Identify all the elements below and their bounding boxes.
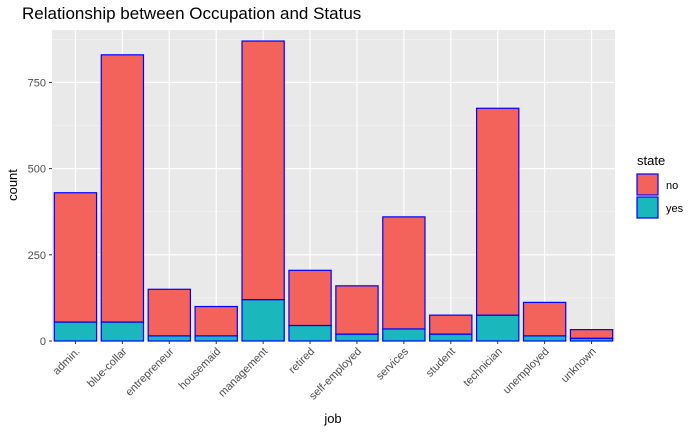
bar-yes-entrepreneur [147, 335, 192, 342]
bar-no-retired [288, 269, 332, 327]
legend-title: state [637, 153, 665, 168]
x-tick-label: unemployed [501, 346, 552, 397]
bar-yes-blue-collar [100, 321, 145, 342]
x-axis-title: job [323, 411, 341, 426]
bar-no-self-employed [335, 285, 379, 335]
bar-no-services [382, 216, 426, 330]
y-tick-label: 500 [28, 164, 46, 176]
x-tick-label: entrepreneur [123, 345, 176, 398]
bar-no-technician [475, 107, 520, 316]
bar-yes-services [382, 328, 426, 342]
bar-yes-management [241, 299, 285, 342]
legend: state no yes [636, 153, 684, 219]
bar-no-admin [53, 192, 98, 323]
legend-label-yes: yes [666, 203, 684, 215]
x-tick-label: management [216, 346, 270, 400]
x-tick-label: admin. [51, 346, 83, 378]
bar-yes-admin [53, 321, 98, 342]
x-tick-label: unknown [559, 346, 599, 386]
x-tick-label: housemaid [177, 346, 224, 393]
bar-yes-self-employed [335, 333, 379, 342]
x-tick-label: services [374, 345, 411, 382]
x-tick-label: student [424, 346, 458, 380]
y-axis-title: count [5, 169, 20, 201]
bar-no-unknown [569, 329, 614, 339]
bar-yes-technician [475, 314, 520, 342]
x-tick-label: technician [461, 346, 505, 390]
bar-no-student [429, 314, 473, 335]
bar-yes-retired [288, 324, 332, 342]
legend-key-yes [636, 196, 659, 219]
x-tick-label: retired [287, 346, 318, 377]
y-tick-label: 0 [40, 336, 46, 348]
bar-yes-student [429, 333, 473, 342]
y-tick-label: 750 [28, 77, 46, 89]
chart-title: Relationship between Occupation and Stat… [22, 4, 362, 23]
bars [53, 40, 614, 342]
bar-no-housemaid [194, 305, 238, 337]
legend-key-no [636, 173, 659, 196]
bar-no-entrepreneur [147, 288, 192, 337]
bar-yes-unemployed [522, 335, 567, 342]
bar-yes-housemaid [194, 335, 238, 342]
x-tick-label: blue-collar [85, 345, 130, 390]
bar-no-blue-collar [100, 54, 145, 323]
bar-no-unemployed [522, 301, 567, 337]
y-tick-label: 250 [28, 250, 46, 262]
y-axis: 0 250 500 750 [28, 77, 52, 348]
bar-no-management [241, 40, 285, 301]
legend-label-no: no [666, 180, 678, 192]
